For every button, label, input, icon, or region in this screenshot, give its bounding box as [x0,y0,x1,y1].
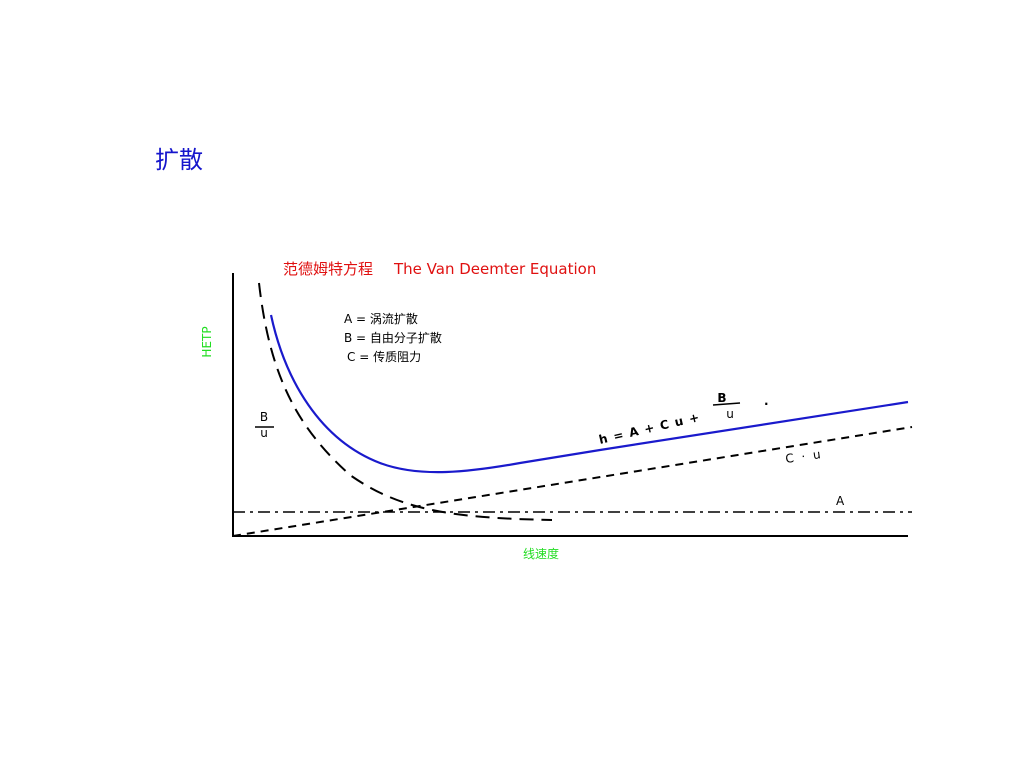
definition: A = 涡流扩散 [344,311,418,326]
definition: C = 传质阻力 [347,349,421,364]
equation-end: . [764,394,769,408]
c-line [232,426,913,537]
x-axis-label: 线速度 [523,546,559,561]
fraction-bar [712,402,741,406]
curves [232,273,913,537]
a-term-label: A [836,494,845,508]
slide-title: 扩散 [155,146,203,174]
equation-denominator: u [726,407,734,421]
h-curve [269,314,909,474]
y-axis-label: HETP [200,326,214,357]
b-curve [258,282,553,521]
b-denominator: u [260,426,268,440]
diagram-title-cn: 范德姆特方程 [283,260,373,278]
axes [232,273,908,537]
b-numerator: B [260,410,268,424]
equation-numerator: B [717,391,726,405]
diagram-title-en: The Van Deemter Equation [393,260,596,278]
c-term-label: C · u [784,447,823,466]
definition: B = 自由分子扩散 [344,330,442,345]
